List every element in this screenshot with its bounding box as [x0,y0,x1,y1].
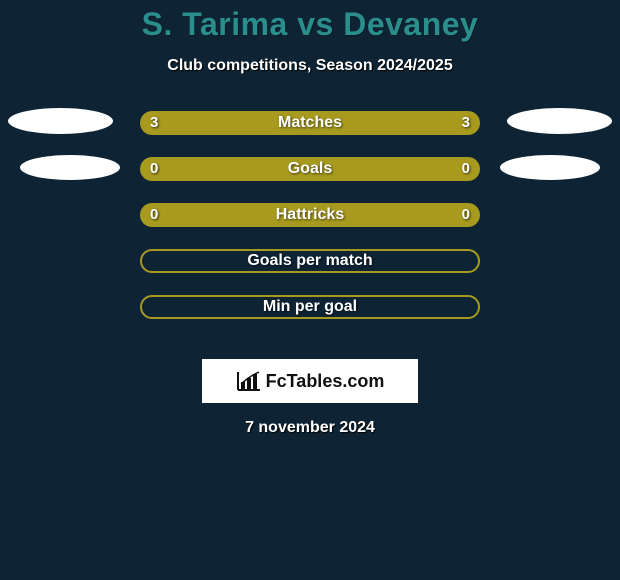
stat-row: Min per goal [0,295,620,341]
stat-row: 0 0 Goals [0,157,620,203]
brand-text: FcTables.com [266,371,385,392]
stat-left-value: 0 [150,157,158,181]
date-stamp: 7 november 2024 [0,419,620,437]
stat-right-value: 3 [462,111,470,135]
brand-inner: FcTables.com [236,370,385,392]
stat-bar [140,295,480,319]
stat-right-value: 0 [462,203,470,227]
right-marker-ellipse [507,108,612,134]
brand-badge: FcTables.com [202,359,418,403]
stat-bar [140,111,480,135]
comparison-infographic: S. Tarima vs Devaney Club competitions, … [0,0,620,580]
chart-bar-icon [236,370,262,392]
left-marker-ellipse [8,108,113,134]
stat-bar [140,157,480,181]
stat-row: Goals per match [0,249,620,295]
page-subtitle: Club competitions, Season 2024/2025 [0,57,620,75]
stat-row: 0 0 Hattricks [0,203,620,249]
stat-row: 3 3 Matches [0,111,620,157]
left-marker-ellipse [20,155,120,180]
stat-bar [140,249,480,273]
page-title: S. Tarima vs Devaney [0,0,620,43]
stat-bar [140,203,480,227]
stat-left-value: 3 [150,111,158,135]
stat-right-value: 0 [462,157,470,181]
right-marker-ellipse [500,155,600,180]
stat-left-value: 0 [150,203,158,227]
stat-rows: 3 3 Matches 0 0 Goals 0 0 Hattricks Goal… [0,111,620,341]
